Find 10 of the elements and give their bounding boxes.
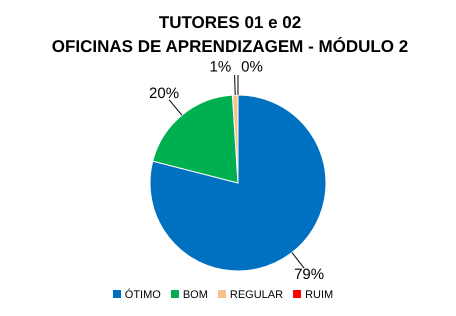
chart-title: TUTORES 01 e 02	[158, 13, 302, 32]
data-label: 1%	[210, 58, 232, 76]
legend-label: RUIM	[305, 289, 334, 301]
chart-subtitle: OFICINAS DE APRENDIZAGEM - MÓDULO 2	[52, 36, 408, 56]
data-label: 20%	[149, 85, 180, 102]
legend-label: REGULAR	[230, 289, 284, 301]
legend-label: ÓTIMO	[124, 289, 161, 301]
text: 0%	[241, 58, 263, 76]
data-label: 79%	[294, 266, 324, 284]
legend-label: BOM	[182, 289, 208, 301]
